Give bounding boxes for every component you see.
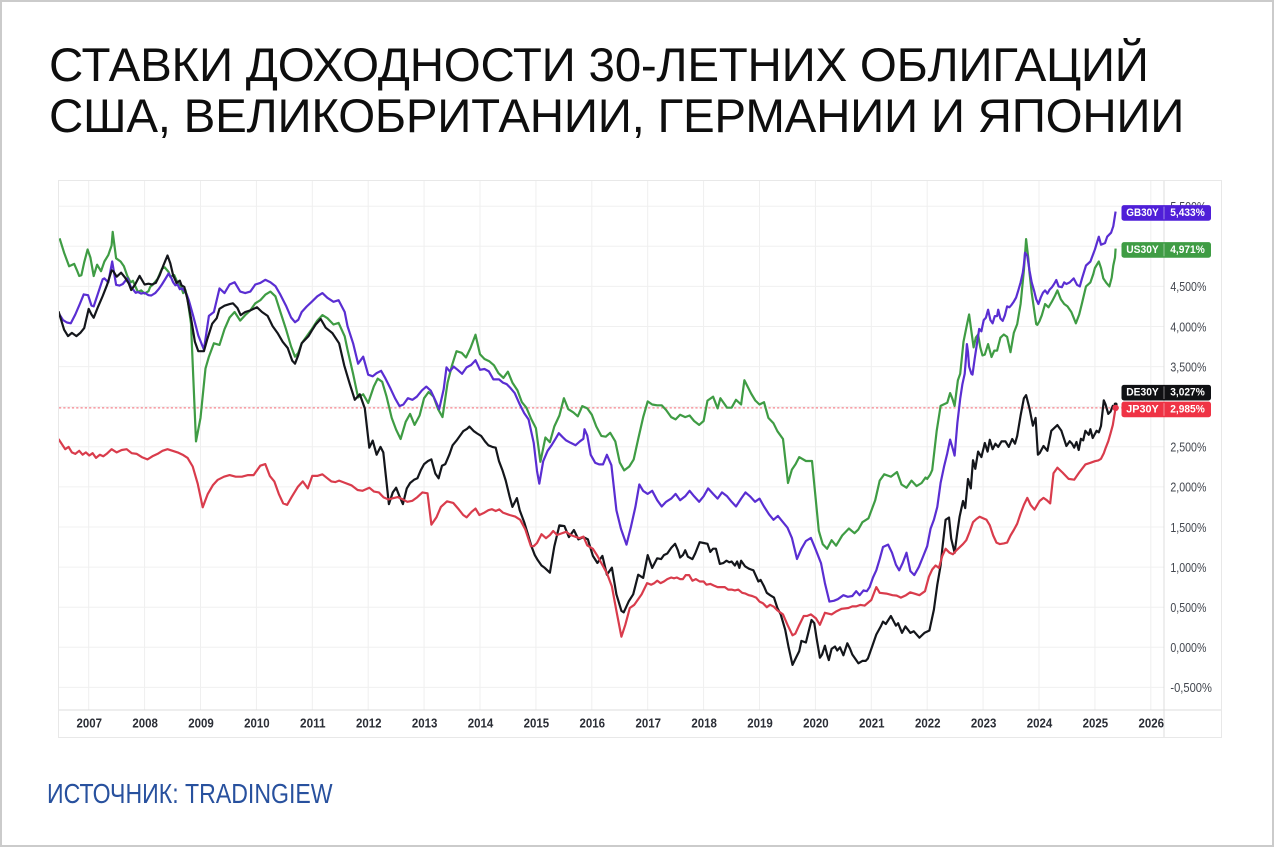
- svg-text:1,000%: 1,000%: [1170, 560, 1206, 575]
- svg-text:2012: 2012: [356, 716, 382, 731]
- svg-text:2020: 2020: [803, 716, 829, 731]
- svg-text:4,500%: 4,500%: [1170, 279, 1206, 294]
- svg-text:2025: 2025: [1083, 716, 1109, 731]
- svg-text:2022: 2022: [915, 716, 941, 731]
- svg-text:2026: 2026: [1139, 716, 1165, 731]
- svg-text:2009: 2009: [188, 716, 214, 731]
- svg-text:2010: 2010: [244, 716, 270, 731]
- svg-text:US30Y: US30Y: [1126, 244, 1159, 256]
- svg-text:0,000%: 0,000%: [1170, 640, 1206, 655]
- svg-text:2016: 2016: [580, 716, 606, 731]
- svg-text:2015: 2015: [524, 716, 550, 731]
- svg-text:2014: 2014: [468, 716, 494, 731]
- svg-text:2018: 2018: [691, 716, 717, 731]
- svg-text:5,433%: 5,433%: [1170, 207, 1205, 219]
- svg-text:2017: 2017: [635, 716, 661, 731]
- svg-text:GB30Y: GB30Y: [1126, 207, 1159, 219]
- svg-text:2013: 2013: [412, 716, 438, 731]
- svg-text:2019: 2019: [747, 716, 773, 731]
- svg-text:2024: 2024: [1027, 716, 1053, 731]
- svg-text:JP30Y: JP30Y: [1126, 403, 1159, 415]
- svg-text:3,027%: 3,027%: [1170, 387, 1205, 399]
- svg-text:1,500%: 1,500%: [1170, 520, 1206, 535]
- svg-text:2,985%: 2,985%: [1170, 403, 1205, 415]
- svg-text:2008: 2008: [132, 716, 158, 731]
- svg-text:0,500%: 0,500%: [1170, 600, 1206, 615]
- svg-text:4,971%: 4,971%: [1170, 244, 1205, 256]
- svg-text:2011: 2011: [300, 716, 326, 731]
- svg-text:-0,500%: -0,500%: [1170, 680, 1212, 695]
- svg-text:2,500%: 2,500%: [1170, 440, 1206, 455]
- svg-text:4,000%: 4,000%: [1170, 319, 1206, 334]
- svg-text:2,000%: 2,000%: [1170, 480, 1206, 495]
- svg-text:2007: 2007: [76, 716, 102, 731]
- svg-text:3,500%: 3,500%: [1170, 359, 1206, 374]
- svg-text:2023: 2023: [971, 716, 997, 731]
- svg-text:DE30Y: DE30Y: [1126, 387, 1159, 399]
- svg-text:2021: 2021: [859, 716, 885, 731]
